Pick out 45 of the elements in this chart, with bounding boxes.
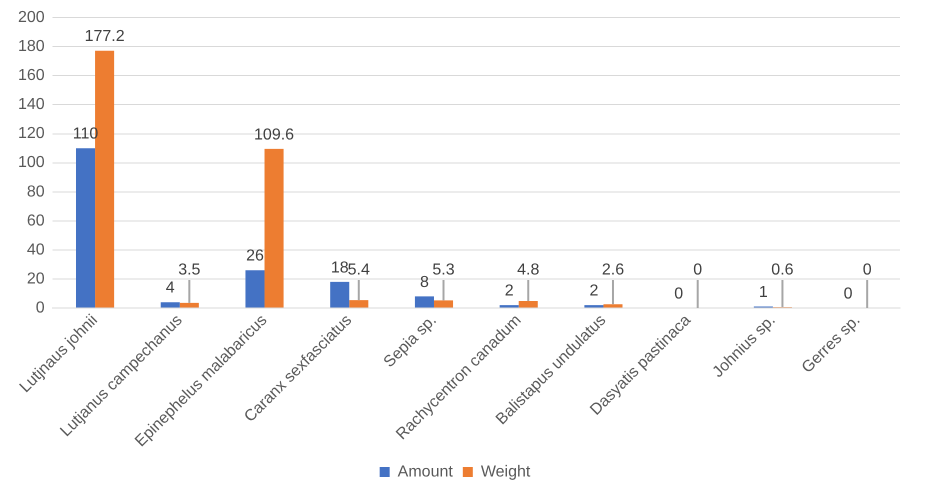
data-label: 5.4 — [348, 261, 370, 278]
data-label: 4.8 — [517, 261, 540, 278]
y-tick-label: 80 — [26, 183, 45, 200]
legend-label: Weight — [480, 463, 531, 480]
bar — [500, 305, 519, 308]
bar — [160, 302, 180, 308]
y-tick-label: 60 — [26, 212, 45, 230]
data-label: 0 — [693, 261, 702, 278]
bar — [180, 302, 199, 308]
data-label: 177.2 — [84, 28, 125, 46]
data-label: 3.5 — [178, 261, 201, 278]
data-label: 109.6 — [254, 126, 294, 144]
y-tick-label: 40 — [26, 241, 45, 258]
data-label: 0.6 — [771, 261, 794, 278]
data-label: 2 — [504, 282, 514, 300]
y-tick-label: 100 — [18, 154, 45, 172]
y-tick-label: 200 — [18, 9, 45, 26]
bar — [414, 296, 434, 308]
bar — [584, 305, 604, 308]
bar — [349, 300, 368, 308]
data-label: 5.3 — [432, 261, 455, 278]
data-label: 0 — [674, 285, 684, 302]
bar — [518, 301, 538, 308]
data-label: 2 — [589, 282, 598, 300]
data-label: 8 — [420, 274, 429, 291]
data-label: 1 — [758, 284, 768, 301]
bar — [76, 148, 96, 308]
bar — [330, 282, 350, 308]
bar — [603, 304, 623, 308]
y-tick-label: 160 — [18, 67, 45, 84]
data-label: 2.6 — [602, 261, 624, 278]
data-label: 26 — [246, 248, 264, 265]
bar — [434, 300, 454, 308]
y-tick-label: 0 — [36, 299, 45, 316]
y-tick-label: 120 — [18, 125, 45, 142]
data-label: 0 — [844, 285, 853, 302]
data-label: 4 — [166, 280, 175, 297]
legend-label: Amount — [398, 463, 454, 480]
bar — [264, 148, 284, 308]
y-tick-label: 20 — [26, 270, 45, 288]
data-label: 18 — [330, 259, 349, 276]
bar — [245, 270, 265, 308]
data-label: 0 — [862, 261, 872, 278]
y-tick-label: 180 — [18, 38, 45, 56]
y-tick-label: 140 — [18, 96, 45, 114]
